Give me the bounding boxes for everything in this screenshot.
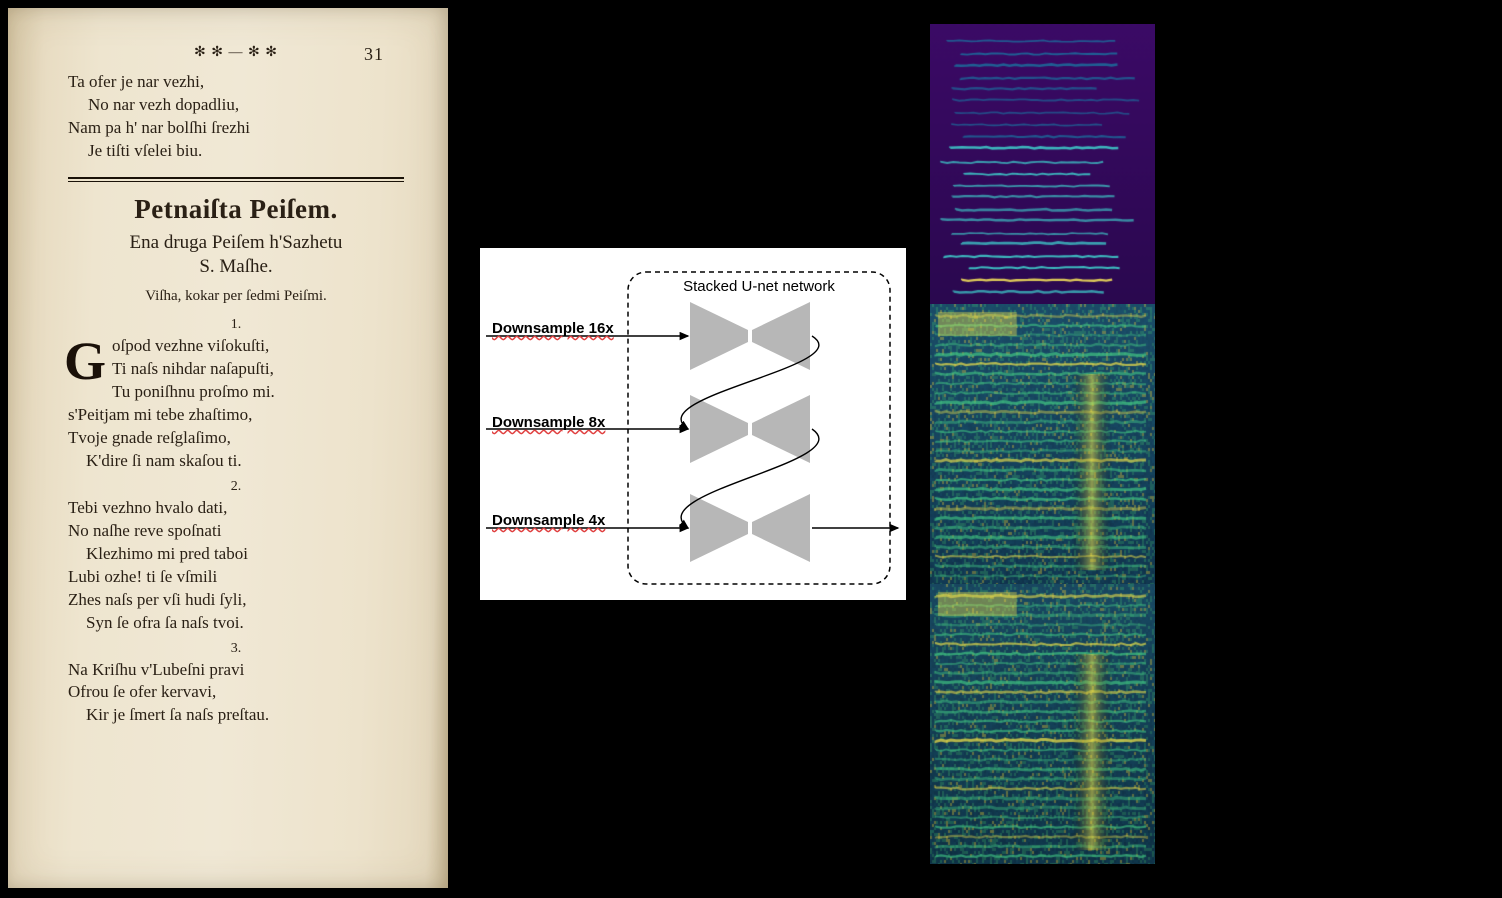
verse-line: Tu poniſhnu proſmo mi. <box>86 381 404 404</box>
verse-number: 2. <box>68 479 404 495</box>
verse-line: Tvoje gnade reſglaſimo, <box>68 427 404 450</box>
spectrogram-column <box>930 24 1155 864</box>
downsample-label: Downsample 8x <box>492 414 605 431</box>
stacked-network-label: Stacked U-net network <box>652 278 866 295</box>
spectrogram-panel <box>930 24 1155 304</box>
page-number: 31 <box>364 44 384 65</box>
verse-line: No naſhe reve spoſnati <box>68 520 404 543</box>
verse-line: Ofrou ſe ofer kervavi, <box>68 681 404 704</box>
stanza-line: Je tiſti vſelei biu. <box>88 140 404 163</box>
drop-cap: G <box>64 339 106 385</box>
verse-line: Lubi ozhe! ti ſe vſmili <box>68 566 404 589</box>
downsample-label: Downsample 4x <box>492 512 605 529</box>
verse-line: K'dire ſi nam skaſou ti. <box>86 450 404 473</box>
manuscript-page: ✻ ✻ — ✻ ✻ 31 Ta ofer je nar vezhi,No nar… <box>8 8 448 888</box>
verse-number: 1. <box>68 317 404 333</box>
tune-note: Viſha, kokar per ſedmi Peiſmi. <box>68 288 404 305</box>
downsample-label: Downsample 16x <box>492 320 614 337</box>
stanza-line: Ta ofer je nar vezhi, <box>68 71 404 94</box>
verse-line: Na Kriſhu v'Lubeſni pravi <box>68 659 404 682</box>
verse-line: s'Peitjam mi tebe zhaſtimo, <box>68 404 404 427</box>
verse-block: Tebi vezhno hvalo dati,No naſhe reve spo… <box>68 497 404 635</box>
verse-line: Zhes naſs per vſi hudi ſyli, <box>68 589 404 612</box>
top-stanza: Ta ofer je nar vezhi,No nar vezh dopadli… <box>68 71 404 163</box>
spectrogram-panel <box>930 304 1155 584</box>
verse-line: Kir je ſmert ſa naſs preſtau. <box>86 704 404 727</box>
verse-line: Syn ſe ofra ſa naſs tvoi. <box>86 612 404 635</box>
ornament-text: ✻ ✻ — ✻ ✻ <box>194 45 278 60</box>
verses-container: 1. Goſpod vezhne viſokuſti,Ti naſs nihdar… <box>68 317 404 727</box>
verse-line: Klezhimo mi pred taboi <box>86 543 404 566</box>
verse-line: Tebi vezhno hvalo dati, <box>68 497 404 520</box>
verse-number: 3. <box>68 641 404 657</box>
page-header-ornament: ✻ ✻ — ✻ ✻ 31 <box>68 44 404 61</box>
stanza-line: No nar vezh dopadliu, <box>88 94 404 117</box>
unet-diagram: Stacked U-net network Downsample 16x Down… <box>480 248 906 600</box>
spectrogram-panel <box>930 584 1155 864</box>
verse-block: Na Kriſhu v'Lubeſni praviOfrou ſe ofer k… <box>68 659 404 728</box>
song-subtitle: Ena druga Peiſem h'SazhetuS. Maſhe. <box>68 231 404 279</box>
stanza-line: Nam pa h' nar bolſhi ſrezhi <box>68 117 404 140</box>
verse-line: Goſpod vezhne viſokuſti, <box>68 335 404 358</box>
verse-line: Ti naſs nihdar naſapuſti, <box>68 358 404 381</box>
verse-block: Goſpod vezhne viſokuſti,Ti naſs nihdar n… <box>68 335 404 473</box>
song-title: Petnaiſta Peiſem. <box>68 194 404 225</box>
divider-double-rule <box>68 177 404 182</box>
